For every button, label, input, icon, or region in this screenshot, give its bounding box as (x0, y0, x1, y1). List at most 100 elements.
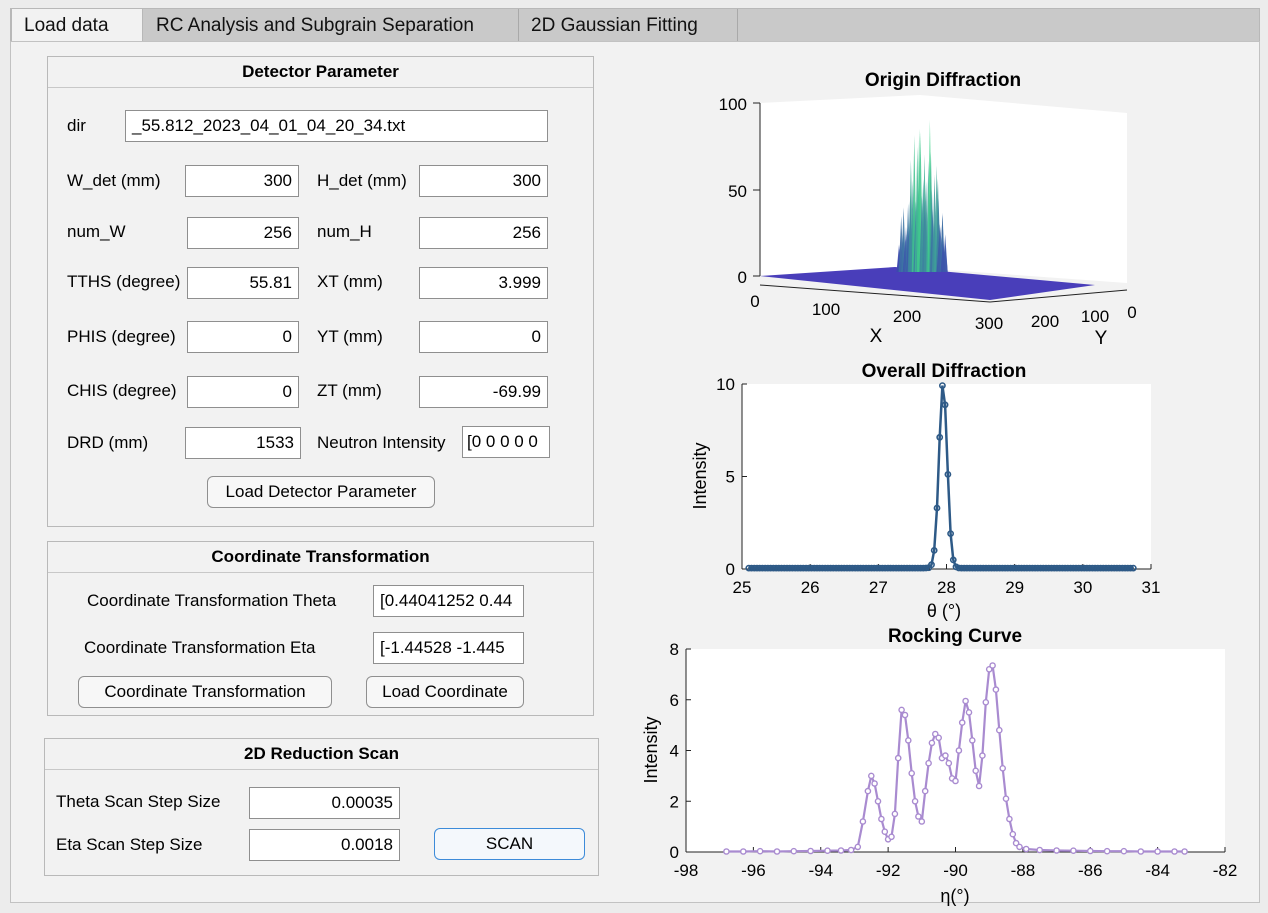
load-detector-parameter-button[interactable]: Load Detector Parameter (207, 476, 435, 508)
drd-field[interactable]: 1533 (185, 427, 301, 459)
surface-base (760, 267, 1095, 300)
y-tick-label: 5 (726, 468, 735, 487)
rocking-point (773, 848, 781, 855)
phis-field[interactable]: 0 (187, 321, 299, 353)
yt-label: YT (mm) (317, 327, 383, 346)
rocking-point (1087, 847, 1094, 855)
rocking-point (905, 737, 912, 744)
rocking-point (864, 787, 872, 795)
h-det-label: H_det (mm) (317, 171, 407, 190)
x-axis-label: X (870, 326, 883, 347)
x-tick-label: -86 (1078, 861, 1103, 880)
scan-button[interactable]: SCAN (434, 828, 585, 860)
overall-point (933, 504, 941, 512)
x-tick-label: -90 (943, 861, 968, 880)
rocking-point (1022, 845, 1030, 853)
x-tick-label: 0 (750, 292, 759, 311)
phis-label: PHIS (degree) (67, 327, 176, 346)
y-tick-label: 10 (716, 375, 735, 394)
rocking-point (1053, 847, 1060, 854)
chis-field[interactable]: 0 (187, 376, 299, 408)
surface-spikes (896, 119, 948, 272)
rocking-point (969, 737, 976, 744)
rocking-point (1036, 846, 1043, 854)
x-tick-label: 29 (1005, 578, 1024, 597)
coord-eta-label: Coordinate Transformation Eta (84, 638, 316, 657)
y-axis-label: Y (1095, 328, 1108, 349)
dir-label: dir (67, 116, 86, 135)
tab-load-data[interactable]: Load data (11, 8, 143, 43)
z-tick-label: 100 (719, 95, 747, 114)
z-tick-label: 0 (738, 268, 747, 287)
rocking-point (999, 765, 1007, 772)
overall-point (930, 547, 938, 554)
coordinate-transformation-button[interactable]: Coordinate Transformation (78, 676, 332, 708)
x-tick-label: -92 (876, 861, 901, 880)
yt-field[interactable]: 0 (419, 321, 548, 353)
zt-label: ZT (mm) (317, 381, 382, 400)
rocking-point (979, 752, 986, 759)
rocking-point (989, 662, 996, 669)
eta-step-field[interactable]: 0.0018 (249, 829, 400, 861)
rocking-point (874, 798, 882, 805)
y-tick-label: 0 (670, 843, 679, 862)
rocking-point (1120, 847, 1128, 855)
rocking-point (1181, 848, 1188, 855)
x-tick-label: 27 (869, 578, 888, 597)
rocking-point (925, 759, 932, 767)
rocking-point (908, 770, 916, 777)
theta-step-field[interactable]: 0.00035 (249, 787, 400, 819)
x-tick-label: -84 (1145, 861, 1170, 880)
num-h-field[interactable]: 256 (419, 217, 548, 249)
chart-title: Origin Diffraction (865, 70, 1021, 91)
x-tick-label: -98 (674, 861, 699, 880)
rocking-point (888, 833, 895, 841)
xt-field[interactable]: 3.999 (419, 267, 548, 299)
tab-rc-analysis[interactable]: RC Analysis and Subgrain Separation (143, 9, 519, 42)
tab-2d-gaussian-fitting[interactable]: 2D Gaussian Fitting (519, 9, 738, 42)
rocking-point (996, 726, 1003, 734)
num-w-field[interactable]: 256 (187, 217, 299, 249)
rocking-curve-chart: Rocking Curve -98 -96 -94 -92 -90 -88 -86 -84 -8… (641, 626, 1237, 906)
eta-step-label: Eta Scan Step Size (56, 835, 203, 854)
overall-point (928, 561, 935, 569)
plot-area (686, 649, 1225, 852)
overall-point (1129, 564, 1137, 572)
rocking-point (975, 782, 983, 790)
neutron-intensity-field[interactable]: [0 0 0 0 0 (462, 426, 550, 458)
panel-title: Detector Parameter (48, 57, 593, 88)
rocking-point (878, 815, 885, 823)
tths-field[interactable]: 55.81 (187, 267, 299, 299)
overall-point (944, 470, 952, 478)
rocking-point (901, 711, 909, 719)
rocking-point (1154, 848, 1161, 855)
zt-field[interactable]: -69.99 (419, 376, 548, 408)
rocking-point (1016, 843, 1023, 851)
coord-theta-field[interactable]: [0.44041252 0.44 (373, 585, 524, 617)
rocking-point (898, 706, 905, 714)
z-tick-label: 50 (728, 182, 747, 201)
rocking-point (854, 843, 862, 851)
chart-title: Rocking Curve (888, 626, 1022, 647)
rocking-point (935, 734, 943, 742)
theta-step-label: Theta Scan Step Size (56, 792, 221, 811)
neutron-intensity-label: Neutron Intensity (317, 433, 446, 452)
y-axis (989, 289, 1128, 303)
h-det-field[interactable]: 300 (419, 165, 548, 197)
rocking-point (918, 818, 926, 825)
rocking-point (847, 846, 855, 854)
overall-point (947, 530, 954, 537)
rocking-point (1171, 848, 1178, 855)
coord-eta-field[interactable]: [-1.44528 -1.445 (373, 632, 524, 664)
overall-point (1127, 564, 1134, 572)
w-det-field[interactable]: 300 (185, 165, 299, 197)
x-tick-label: -88 (1011, 861, 1036, 880)
rocking-point (952, 777, 959, 785)
load-coordinate-button[interactable]: Load Coordinate (366, 676, 524, 708)
x-tick-label: 25 (733, 578, 752, 597)
rocking-point (962, 697, 969, 705)
chis-label: CHIS (degree) (67, 381, 177, 400)
overall-point (949, 556, 957, 564)
dir-field[interactable]: _55.812_2023_04_01_04_20_34.txt (125, 110, 548, 142)
rocking-point (824, 847, 831, 855)
